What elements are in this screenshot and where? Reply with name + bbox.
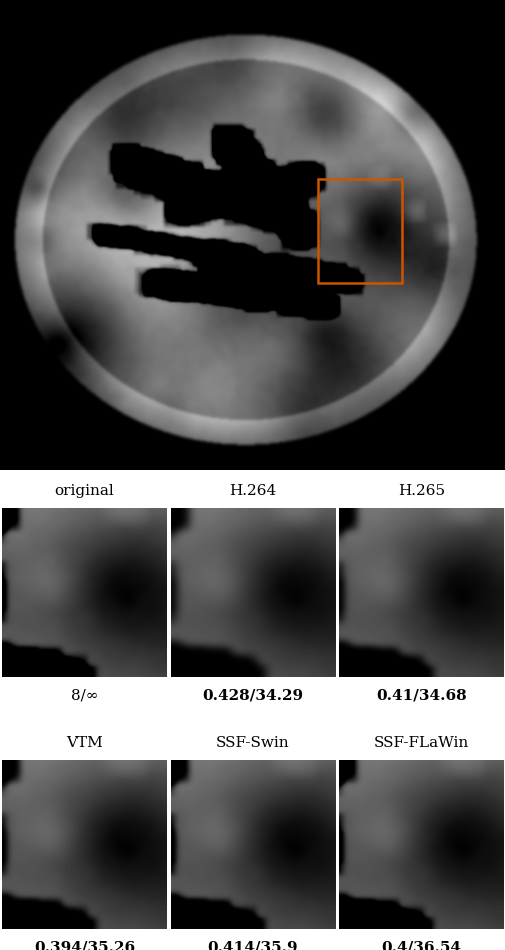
Text: 0.4/36.54: 0.4/36.54 [381, 940, 461, 950]
Text: VTM: VTM [66, 736, 103, 750]
Text: 0.414/35.9: 0.414/35.9 [207, 940, 298, 950]
Text: 0.394/35.26: 0.394/35.26 [34, 940, 135, 950]
Text: H.265: H.265 [397, 484, 444, 498]
Text: H.264: H.264 [229, 484, 276, 498]
Text: SSF-FLaWin: SSF-FLaWin [373, 736, 468, 750]
Text: SSF-Swin: SSF-Swin [216, 736, 289, 750]
Text: 8/∞: 8/∞ [70, 689, 98, 702]
Text: 0.428/34.29: 0.428/34.29 [202, 689, 303, 702]
Bar [318, 180, 401, 283]
Text: original: original [55, 484, 114, 498]
Text: 0.41/34.68: 0.41/34.68 [376, 689, 466, 702]
